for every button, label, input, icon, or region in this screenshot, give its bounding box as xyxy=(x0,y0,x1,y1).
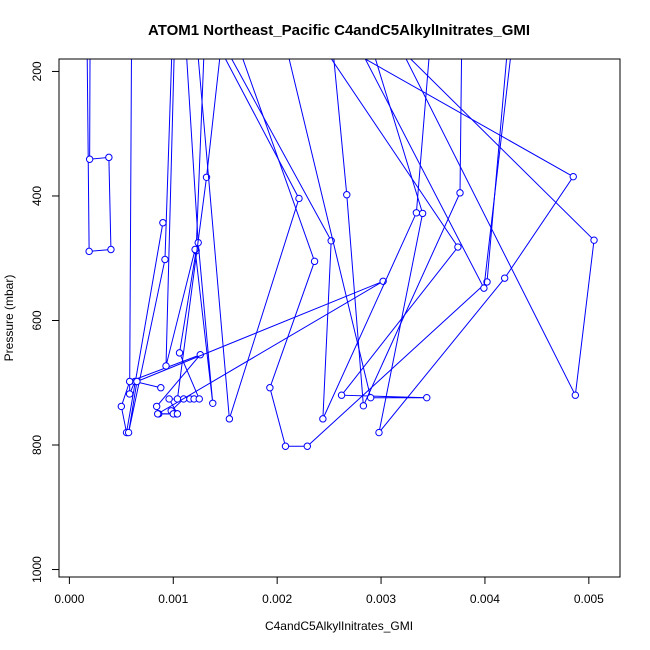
data-point xyxy=(303,442,311,450)
data-point xyxy=(157,384,165,392)
x-axis: 0.000 0.001 0.002 0.003 0.004 0.005 xyxy=(54,576,604,606)
y-tick-label: 600 xyxy=(30,310,44,330)
data-point xyxy=(161,255,169,264)
data-point xyxy=(225,415,234,423)
data-point xyxy=(590,236,598,244)
data-point xyxy=(153,410,162,418)
data-point xyxy=(125,377,134,386)
data-point xyxy=(175,349,184,357)
data-point xyxy=(319,415,327,423)
x-tick-label: 0.000 xyxy=(54,592,84,606)
data-point xyxy=(159,219,167,227)
series-1-line xyxy=(86,59,112,252)
data-point xyxy=(337,391,346,399)
series-5-line xyxy=(128,59,384,433)
data-point xyxy=(343,191,351,199)
series-7-line xyxy=(242,59,508,447)
data-point xyxy=(480,284,488,292)
data-point xyxy=(423,393,431,402)
x-tick-label: 0.001 xyxy=(158,592,188,606)
data-point xyxy=(359,402,368,410)
data-point xyxy=(571,391,580,399)
plot-frame xyxy=(58,58,621,578)
series-4-line xyxy=(165,59,214,404)
data-point xyxy=(418,209,427,218)
data-point xyxy=(173,410,182,418)
series-8-line xyxy=(231,59,430,420)
data-point xyxy=(107,245,115,254)
y-axis: 200 400 600 800 1000 xyxy=(30,61,60,583)
y-tick-label: 200 xyxy=(30,61,44,81)
data-point xyxy=(162,362,170,370)
series-10-line xyxy=(288,59,459,399)
x-tick-label: 0.003 xyxy=(366,592,396,606)
data-point xyxy=(295,194,303,203)
x-axis-label: C4andC5AlkylInitrates_GMI xyxy=(265,619,413,633)
chart-title: ATOM1 Northeast_Pacific C4andC5AlkylInit… xyxy=(148,22,530,39)
series-6-line xyxy=(197,59,300,420)
series-12-line xyxy=(364,59,511,290)
data-point xyxy=(195,395,203,403)
data-point xyxy=(85,247,93,256)
data-point xyxy=(281,442,290,450)
data-point xyxy=(209,399,217,407)
series-11-line xyxy=(364,59,574,433)
data-point xyxy=(266,384,274,392)
data-point xyxy=(310,257,319,266)
data-point xyxy=(117,402,126,411)
data-point xyxy=(125,390,134,398)
data-point xyxy=(412,209,421,217)
data-point xyxy=(366,393,375,402)
data-point xyxy=(569,172,577,181)
data-point xyxy=(85,155,94,163)
x-tick-label: 0.004 xyxy=(470,592,500,606)
data-point xyxy=(165,395,173,403)
y-tick-label: 1000 xyxy=(30,556,44,583)
data-point xyxy=(375,428,383,437)
data-point xyxy=(454,243,462,251)
y-tick-label: 800 xyxy=(30,435,44,455)
x-tick-label: 0.002 xyxy=(262,592,292,606)
x-tick-label: 0.005 xyxy=(574,592,604,606)
series-layer xyxy=(85,59,598,450)
y-tick-label: 400 xyxy=(30,186,44,206)
data-point xyxy=(483,278,491,286)
data-point xyxy=(500,274,509,282)
data-point xyxy=(152,402,161,411)
series-13-line xyxy=(405,59,595,397)
data-point xyxy=(133,377,141,386)
y-axis-label: Pressure (mbar) xyxy=(2,275,16,362)
data-point xyxy=(124,428,133,437)
data-point xyxy=(105,153,113,162)
data-point xyxy=(173,395,182,403)
series-2-line xyxy=(129,59,161,395)
data-point xyxy=(456,189,464,197)
